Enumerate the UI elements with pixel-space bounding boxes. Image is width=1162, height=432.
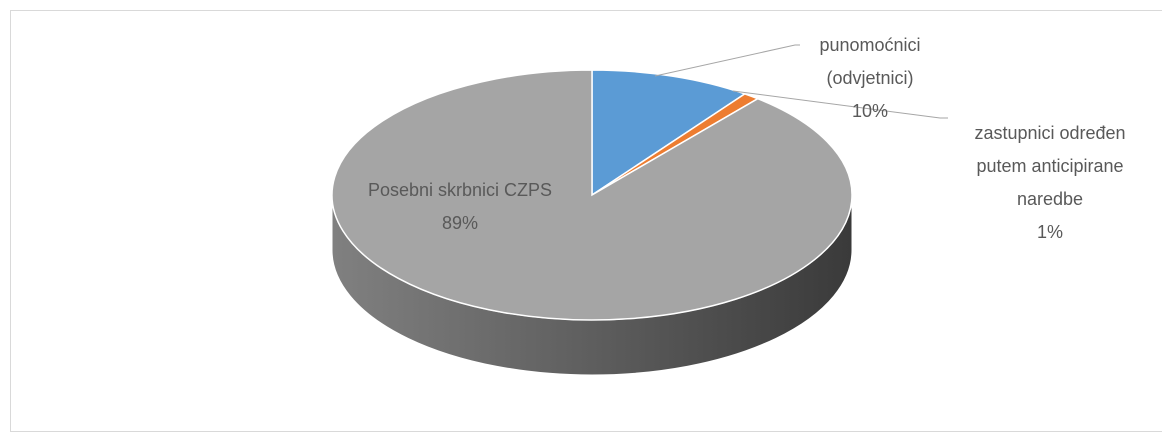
label-value: 89% — [441, 213, 479, 233]
pie — [331, 69, 853, 376]
label-category: punomoćnici (odvjetnici) — [819, 35, 921, 88]
leader-line — [654, 44, 800, 77]
leader-line — [732, 90, 948, 119]
data-label: Posebni skrbnici CZPS 89% — [360, 174, 560, 240]
leader-lines — [654, 44, 948, 119]
label-value: 1% — [1036, 222, 1063, 242]
label-value: 10% — [851, 101, 889, 121]
data-label: zastupnici određen putem anticipirane na… — [950, 117, 1150, 249]
label-category: zastupnici određen putem anticipirane na… — [974, 123, 1126, 209]
slice — [331, 69, 853, 321]
data-label: punomoćnici (odvjetnici) 10% — [795, 29, 945, 128]
label-category: Posebni skrbnici CZPS — [367, 180, 553, 200]
